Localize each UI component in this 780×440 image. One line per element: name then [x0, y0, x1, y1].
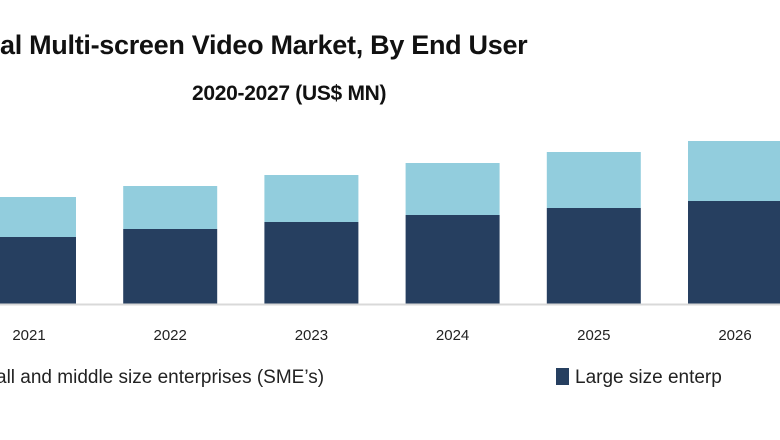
bar-large-2026: [688, 201, 780, 304]
legend-label-large: Large size enterp: [575, 367, 722, 388]
x-tick-label: 2026: [718, 327, 751, 344]
x-tick-label: 2021: [12, 327, 45, 344]
bar-sme-2024: [405, 163, 500, 215]
chart-title: al Multi-screen Video Market, By End Use…: [0, 30, 528, 60]
x-tick-label: 2023: [295, 327, 328, 344]
bar-large-2023: [264, 222, 359, 304]
x-tick-label: 2024: [436, 327, 469, 344]
bar-large-2021: [0, 237, 76, 304]
bar-sme-2022: [123, 186, 218, 229]
bar-sme-2025: [546, 152, 641, 208]
x-tick-label: 2022: [154, 327, 187, 344]
legend-item-sme: all and middle size enterprises (SME’s): [0, 367, 324, 389]
legend-label-sme: all and middle size enterprises (SME’s): [0, 367, 325, 388]
x-tick-label: 2025: [577, 327, 610, 344]
bar-large-2022: [123, 229, 218, 304]
legend-swatch-large: [556, 368, 569, 385]
bar-large-2024: [405, 215, 500, 304]
bar-sme-2023: [264, 175, 359, 222]
chart-subtitle: 2020-2027 (US$ MN): [192, 82, 387, 105]
legend-item-large: Large size enterp: [556, 367, 722, 389]
bar-large-2025: [546, 208, 641, 304]
bar-sme-2021: [0, 197, 76, 237]
bar-sme-2026: [688, 141, 780, 201]
